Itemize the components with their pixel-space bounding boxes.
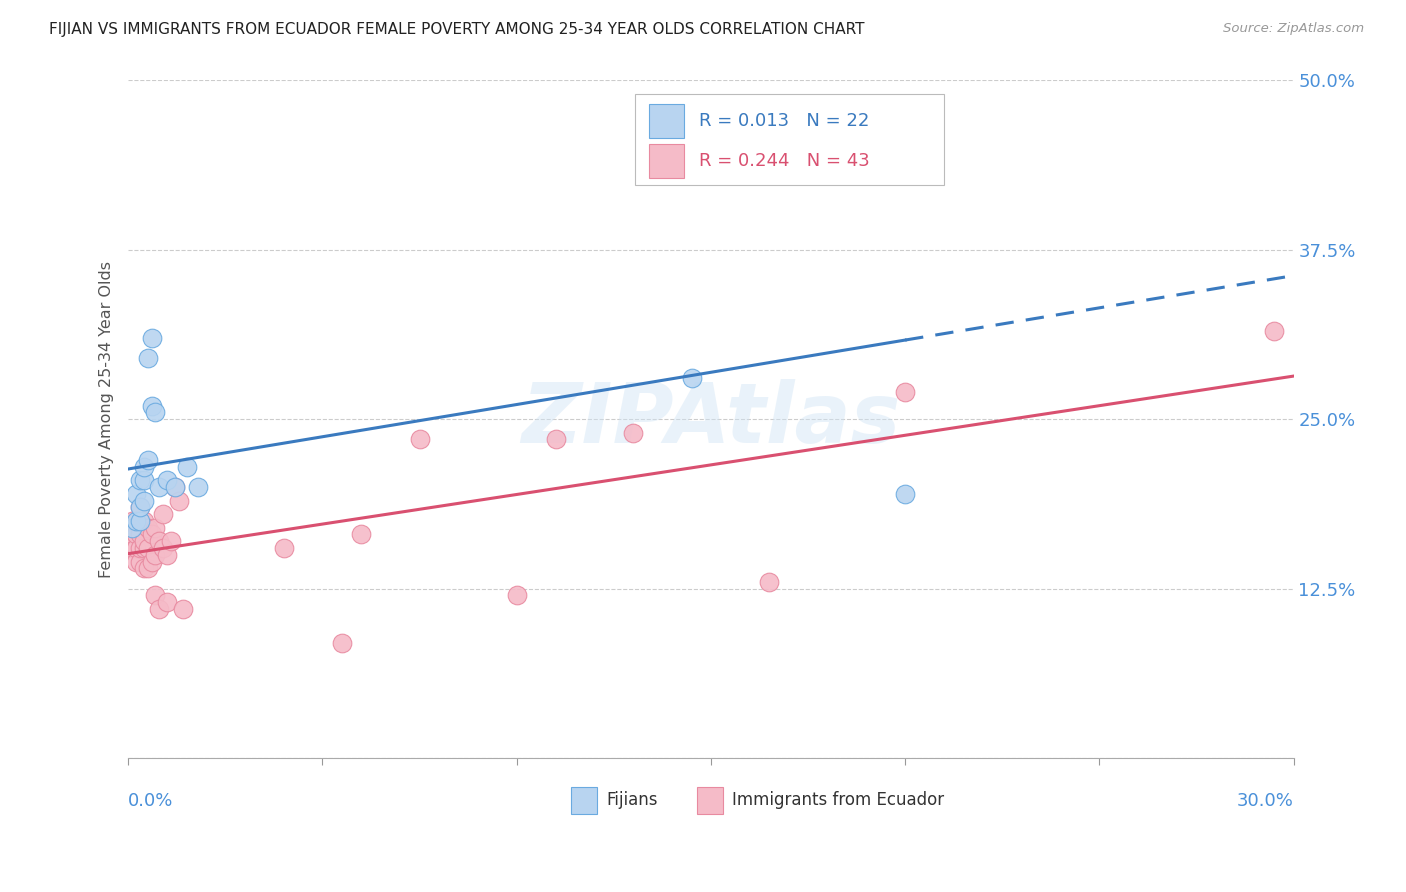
Point [141,399,163,413]
Point [129,500,152,515]
Point [132,473,155,487]
Point [132,534,155,549]
Point [621,425,644,440]
FancyBboxPatch shape [650,145,685,178]
Point [163,480,186,494]
FancyBboxPatch shape [650,103,685,137]
Point [129,527,152,541]
Point [121,521,143,535]
Point [145,405,167,419]
Point [121,514,143,528]
Point [141,527,163,541]
Point [136,351,159,365]
Point [758,574,780,589]
Point [681,371,703,385]
Text: 0.0%: 0.0% [128,792,173,810]
Point [894,384,917,399]
Point [148,480,170,494]
Point [136,521,159,535]
Point [141,331,163,345]
Point [129,473,152,487]
Point [125,486,148,500]
Point [132,541,155,555]
Point [136,452,159,467]
Point [125,514,148,528]
Point [1263,324,1285,338]
Point [136,561,159,575]
Point [125,527,148,541]
Text: R = 0.013   N = 22: R = 0.013 N = 22 [699,112,870,129]
Point [894,486,917,500]
Point [148,602,170,616]
Point [125,541,148,555]
Point [167,493,190,508]
Point [132,561,155,575]
Text: Immigrants from Ecuador: Immigrants from Ecuador [733,791,943,809]
Point [152,507,174,521]
Point [156,473,179,487]
Point [152,541,174,555]
Point [141,555,163,569]
Text: Source: ZipAtlas.com: Source: ZipAtlas.com [1223,22,1364,36]
Point [121,527,143,541]
Point [129,555,152,569]
Point [172,602,194,616]
Point [176,459,198,474]
Point [156,548,179,562]
Point [187,480,209,494]
Point [273,541,295,555]
Point [160,534,183,549]
Point [125,555,148,569]
Point [718,161,741,176]
Point [145,589,167,603]
Point [132,514,155,528]
Y-axis label: Female Poverty Among 25-34 Year Olds: Female Poverty Among 25-34 Year Olds [100,260,114,578]
Point [544,433,567,447]
Point [132,493,155,508]
Point [129,514,152,528]
Point [163,480,186,494]
FancyBboxPatch shape [636,94,943,186]
Point [350,527,373,541]
Point [121,541,143,555]
Text: 30.0%: 30.0% [1237,792,1294,810]
Point [505,589,527,603]
Point [156,595,179,609]
Text: Fijians: Fijians [606,791,658,809]
Point [129,541,152,555]
FancyBboxPatch shape [571,787,596,814]
Text: R = 0.244   N = 43: R = 0.244 N = 43 [699,153,870,170]
FancyBboxPatch shape [697,787,723,814]
Point [132,459,155,474]
Point [330,636,353,650]
Point [136,541,159,555]
Point [145,548,167,562]
Point [129,500,152,515]
Point [129,521,152,535]
Text: ZIPAtlas: ZIPAtlas [522,378,901,459]
Point [148,534,170,549]
Text: FIJIAN VS IMMIGRANTS FROM ECUADOR FEMALE POVERTY AMONG 25-34 YEAR OLDS CORRELATI: FIJIAN VS IMMIGRANTS FROM ECUADOR FEMALE… [49,22,865,37]
Point [408,433,430,447]
Point [145,521,167,535]
